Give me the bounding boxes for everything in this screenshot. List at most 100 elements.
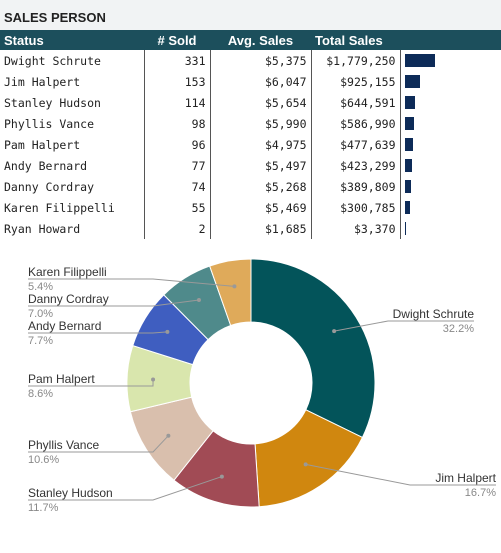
table-header-row: Status # Sold Avg. Sales Total Sales: [0, 30, 501, 50]
cell-total-sales[interactable]: $586,990: [311, 113, 401, 134]
column-header-status[interactable]: Status: [0, 30, 144, 50]
leader-line: [305, 463, 496, 486]
cell-sparkbar: [400, 155, 501, 176]
donut-slice[interactable]: [209, 258, 252, 327]
cell-total-sales[interactable]: $300,785: [311, 197, 401, 218]
donut-slice[interactable]: [254, 409, 364, 508]
cell-avg-sales[interactable]: $5,497: [210, 155, 312, 176]
cell-total-sales[interactable]: $3,370: [311, 218, 401, 239]
cell-total-sales[interactable]: $477,639: [311, 134, 401, 155]
sales-bar: [404, 117, 415, 130]
leader-dot: [165, 329, 170, 334]
table-row[interactable]: Danny Cordray 74 $5,268 $389,809: [0, 176, 501, 197]
slice-percent-label: 10.6%: [28, 454, 59, 466]
cell-avg-sales[interactable]: $1,685: [210, 218, 312, 239]
cell-sparkbar: [400, 92, 501, 113]
table-row[interactable]: Dwight Schrute 331 $5,375 $1,779,250: [0, 50, 501, 71]
cell-sparkbar: [400, 71, 501, 92]
cell-sold[interactable]: 153: [144, 71, 211, 92]
cell-sold[interactable]: 55: [144, 197, 211, 218]
cell-sparkbar: [400, 113, 501, 134]
table-row[interactable]: Ryan Howard 2 $1,685 $3,370: [0, 218, 501, 239]
cell-sold[interactable]: 96: [144, 134, 211, 155]
cell-sold[interactable]: 98: [144, 113, 211, 134]
sales-bar: [404, 159, 412, 172]
slice-percent-label: 5.4%: [28, 281, 53, 293]
cell-sold[interactable]: 114: [144, 92, 211, 113]
cell-sold[interactable]: 2: [144, 218, 211, 239]
cell-avg-sales[interactable]: $5,469: [210, 197, 312, 218]
leader-line: [28, 331, 168, 334]
cell-avg-sales[interactable]: $5,990: [210, 113, 312, 134]
donut-chart-svg: Dwight Schrute 32.2% Jim Halpert 16.7% Stanl…: [28, 258, 497, 514]
column-header-bar[interactable]: [400, 30, 501, 50]
slice-percent-label: 11.7%: [28, 502, 59, 514]
slice-percent-label: 7.7%: [28, 335, 53, 347]
cell-sparkbar: [400, 134, 501, 155]
slice-label: Dwight Schrute: [393, 307, 475, 321]
cell-total-sales[interactable]: $423,299: [311, 155, 401, 176]
cell-total-sales[interactable]: $389,809: [311, 176, 401, 197]
cell-name[interactable]: Stanley Hudson: [0, 92, 145, 113]
cell-avg-sales[interactable]: $5,654: [210, 92, 312, 113]
sales-bar: [404, 54, 435, 67]
slice-label: Pam Halpert: [28, 372, 95, 386]
cell-total-sales[interactable]: $925,155: [311, 71, 401, 92]
cell-avg-sales[interactable]: $4,975: [210, 134, 312, 155]
column-header-total-sales[interactable]: Total Sales: [311, 30, 400, 50]
table-row[interactable]: Jim Halpert 153 $6,047 $925,155: [0, 71, 501, 92]
leader-line: [334, 320, 474, 332]
cell-name[interactable]: Pam Halpert: [0, 134, 145, 155]
leader-line: [28, 299, 200, 307]
slice-percent-label: 7.0%: [28, 308, 53, 320]
sales-bar: [404, 138, 413, 151]
cell-name[interactable]: Ryan Howard: [0, 218, 145, 239]
leader-line: [28, 435, 169, 453]
table-row[interactable]: Karen Filippelli 55 $5,469 $300,785: [0, 197, 501, 218]
leader-dot: [332, 329, 337, 334]
cell-sparkbar: [400, 176, 501, 197]
slice-label: Danny Cordray: [28, 292, 109, 306]
slice-percent-label: 32.2%: [443, 323, 474, 335]
column-header-sold[interactable]: # Sold: [144, 30, 210, 50]
table-row[interactable]: Phyllis Vance 98 $5,990 $586,990: [0, 113, 501, 134]
cell-name[interactable]: Jim Halpert: [0, 71, 145, 92]
slice-percent-label: 16.7%: [465, 487, 496, 499]
leader-line: [28, 278, 235, 287]
cell-name[interactable]: Phyllis Vance: [0, 113, 145, 134]
sales-bar: [404, 75, 421, 88]
cell-sold[interactable]: 74: [144, 176, 211, 197]
cell-avg-sales[interactable]: $6,047: [210, 71, 312, 92]
table-row[interactable]: Stanley Hudson 114 $5,654 $644,591: [0, 92, 501, 113]
cell-name[interactable]: Karen Filippelli: [0, 197, 145, 218]
sheet-title: SALES PERSON: [0, 0, 501, 30]
cell-name[interactable]: Andy Bernard: [0, 155, 145, 176]
cell-name[interactable]: Dwight Schrute: [0, 50, 145, 71]
slice-label: Jim Halpert: [435, 471, 496, 485]
sales-bar: [404, 180, 412, 193]
slice-label: Phyllis Vance: [28, 438, 99, 452]
sales-bar: [404, 96, 416, 109]
table-row[interactable]: Andy Bernard 77 $5,497 $423,299: [0, 155, 501, 176]
cell-avg-sales[interactable]: $5,268: [210, 176, 312, 197]
leader-line: [28, 379, 154, 387]
cell-sparkbar: [400, 218, 501, 239]
sales-donut-chart: Dwight Schrute 32.2% Jim Halpert 16.7% Stanl…: [0, 239, 501, 539]
cell-name[interactable]: Danny Cordray: [0, 176, 145, 197]
cell-sparkbar: [400, 50, 501, 71]
table-row[interactable]: Pam Halpert 96 $4,975 $477,639: [0, 134, 501, 155]
donut-slice[interactable]: [250, 258, 376, 439]
slice-label: Stanley Hudson: [28, 486, 113, 500]
sales-bar: [404, 222, 406, 235]
cell-avg-sales[interactable]: $5,375: [210, 50, 312, 71]
cell-sparkbar: [400, 197, 501, 218]
column-header-avg-sales[interactable]: Avg. Sales: [210, 30, 311, 50]
cell-total-sales[interactable]: $644,591: [311, 92, 401, 113]
leader-dot: [196, 297, 201, 302]
cell-total-sales[interactable]: $1,779,250: [311, 50, 401, 71]
sales-bar: [404, 201, 410, 214]
cell-sold[interactable]: 331: [144, 50, 211, 71]
slice-percent-label: 8.6%: [28, 388, 53, 400]
cell-sold[interactable]: 77: [144, 155, 211, 176]
slice-label: Karen Filippelli: [28, 265, 107, 279]
